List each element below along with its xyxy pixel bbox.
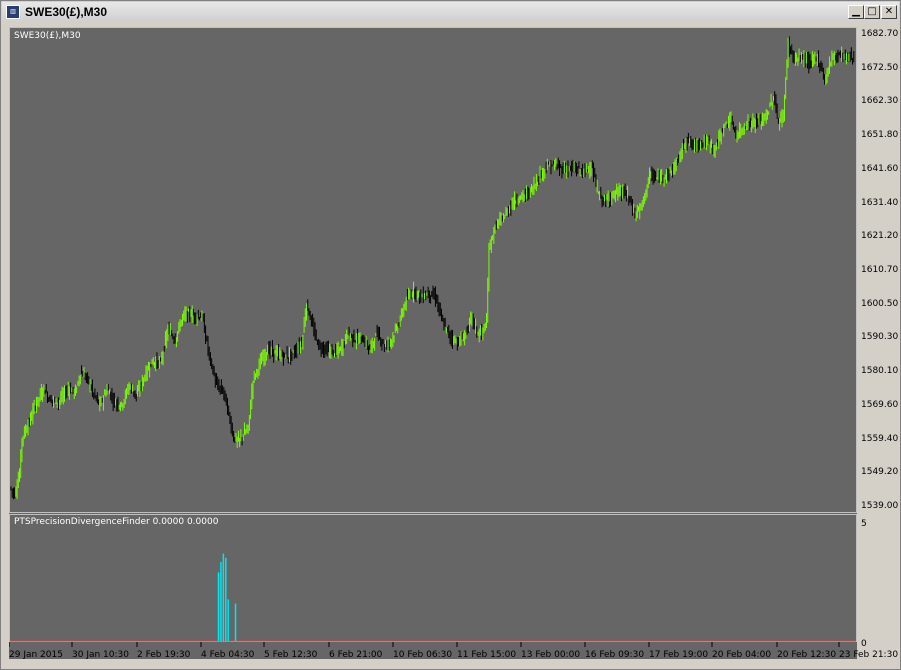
time-tick-label: 20 Feb 04:00	[712, 650, 772, 660]
indicator-label: PTSPrecisionDivergenceFinder 0.0000 0.00…	[14, 517, 219, 527]
time-tick-label: 17 Feb 19:00	[649, 650, 709, 660]
time-tick-label: 6 Feb 21:00	[329, 650, 383, 660]
price-tick-label: 1539.00	[861, 501, 899, 511]
time-tick-label: 20 Feb 12:30	[777, 650, 837, 660]
histogram-bar	[225, 557, 227, 641]
histogram-bar	[222, 553, 225, 641]
time-tick-label: 23 Feb 21:30	[839, 650, 899, 660]
price-tick-label: 1590.30	[861, 332, 899, 343]
price-tick-label: 1580.10	[861, 366, 899, 376]
close-button[interactable]: ✕	[881, 5, 897, 19]
title-bar[interactable]: ▥ SWE30(£),M30 ▁ □ ✕	[2, 2, 899, 22]
price-tick-label: 1651.80	[861, 130, 899, 141]
symbol-label: SWE30(£),M30	[14, 31, 81, 41]
chart-area[interactable]: SWE30(£),M30 PTSPrecisionDivergenceFinde…	[9, 27, 857, 659]
chart-canvas[interactable]	[9, 27, 857, 659]
price-tick-label: 1610.70	[861, 265, 899, 276]
price-tick-label: 1662.30	[861, 96, 899, 106]
window-title: SWE30(£),M30	[25, 5, 108, 19]
time-tick-label: 5 Feb 12:30	[264, 650, 318, 660]
minimize-button[interactable]: ▁	[848, 5, 864, 19]
price-tick-label: 1559.40	[861, 433, 899, 444]
price-tick-label: 1569.60	[861, 400, 899, 411]
time-tick-label: 2 Feb 19:30	[137, 650, 191, 660]
time-tick-label: 10 Feb 06:30	[393, 650, 453, 660]
price-tick-label: 1600.50	[861, 298, 899, 309]
price-pane[interactable]	[9, 27, 857, 513]
chart-window-icon: ▥	[6, 5, 20, 19]
histogram-bar	[234, 603, 237, 641]
time-tick-label: 13 Feb 00:00	[521, 650, 581, 660]
time-tick-label: 30 Jan 10:30	[72, 650, 129, 660]
histogram-bar	[220, 561, 222, 641]
price-tick-label: 1682.70	[861, 29, 899, 39]
time-tick-label: 11 Feb 15:00	[457, 650, 517, 660]
maximize-button[interactable]: □	[864, 5, 880, 19]
price-tick-label: 1672.50	[861, 62, 899, 73]
histogram-bar	[227, 599, 229, 641]
indicator-tick-label: 0	[861, 639, 867, 649]
price-tick-label: 1549.20	[861, 467, 899, 478]
price-tick-label: 1621.20	[861, 231, 899, 241]
histogram-bar	[217, 572, 220, 641]
indicator-tick-label: 5	[861, 519, 867, 529]
price-tick-label: 1641.60	[861, 163, 899, 174]
time-tick-label: 29 Jan 2015	[9, 650, 63, 660]
time-tick-label: 16 Feb 09:30	[585, 650, 645, 660]
time-tick-label: 4 Feb 04:30	[201, 650, 255, 660]
price-tick-label: 1631.40	[861, 197, 899, 208]
